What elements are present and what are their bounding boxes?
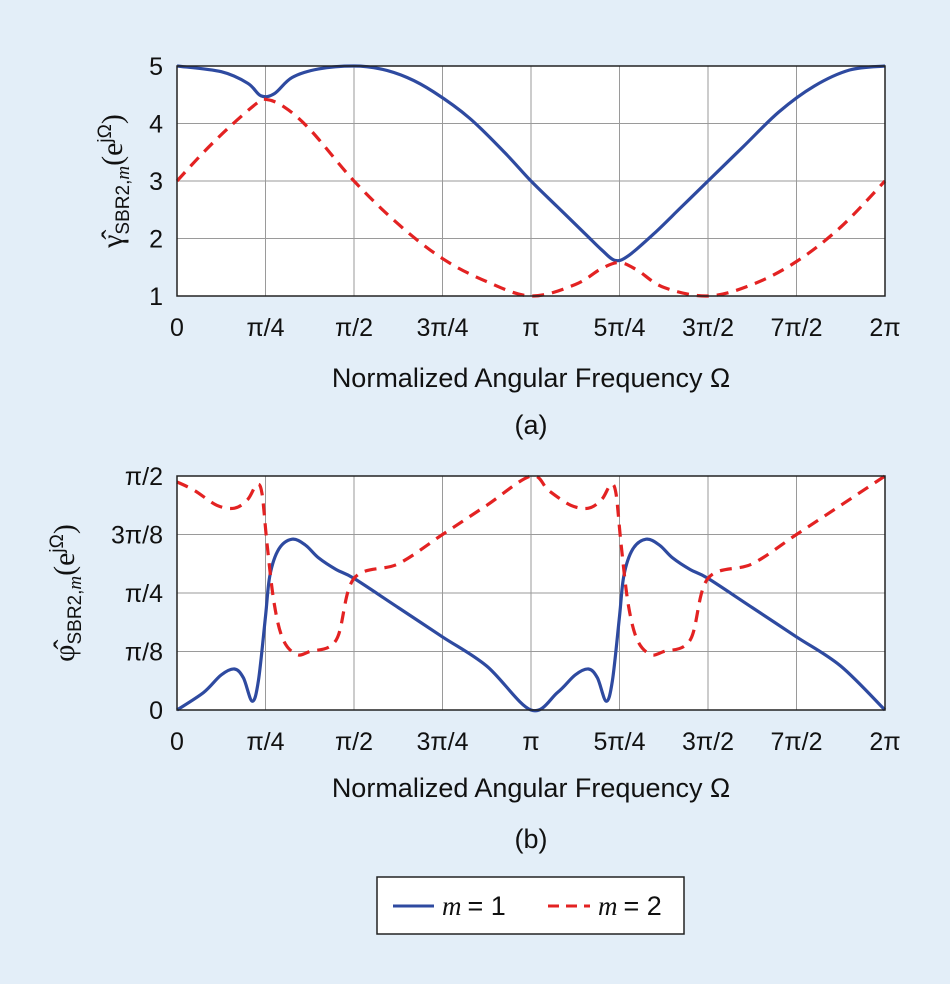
series-line-m1-a xyxy=(176,64,886,263)
plot-frame-b xyxy=(176,475,886,711)
x-tick-label: π xyxy=(522,728,539,756)
grid-b xyxy=(177,476,885,710)
x-tick-label: 5π/4 xyxy=(593,314,645,342)
y-tick-label: 2 xyxy=(149,226,163,254)
series-group-a xyxy=(175,64,887,298)
legend-box xyxy=(376,876,685,935)
y-tick-label: π/2 xyxy=(125,463,163,491)
y-axis-title-a: γ̂SBR2,m(ejΩ) xyxy=(95,114,134,249)
x-tick-label: π/2 xyxy=(335,728,373,756)
chart-panel-b: 0 π/8 π/4 3π/8 π/2 0 π/4 π/2 3π/4 π 5π/4 3π/2 7π/2 2… xyxy=(47,463,901,854)
legend-label-m1: m = 1 xyxy=(442,891,506,921)
y-tick-label: 4 xyxy=(149,111,163,139)
x-axis-title-a: Normalized Angular Frequency Ω xyxy=(332,363,730,393)
x-tick-label: 3π/4 xyxy=(416,314,468,342)
y-symbol-b: φ̂ xyxy=(48,640,81,662)
x-tick-label: π/2 xyxy=(335,314,373,342)
legend-label-m2: m = 2 xyxy=(598,891,662,921)
series-line-m2-b xyxy=(176,474,886,657)
x-tick-label: 3π/2 xyxy=(682,728,734,756)
y-tick-label: 5 xyxy=(149,53,163,81)
y-tick-label: 3 xyxy=(149,168,163,196)
svg-text:γ̂SBR2,m(ejΩ): γ̂SBR2,m(ejΩ) xyxy=(95,114,134,249)
x-tick-label: π/4 xyxy=(246,728,284,756)
plot-frame-a xyxy=(176,65,886,297)
x-tick-label: 7π/2 xyxy=(770,728,822,756)
x-axis-title-b: Normalized Angular Frequency Ω xyxy=(332,773,730,803)
x-tick-label: 0 xyxy=(170,728,184,756)
y-tick-label: π/4 xyxy=(125,580,163,608)
x-tick-label: 7π/2 xyxy=(770,314,822,342)
x-ticks-b: 0 π/4 π/2 3π/4 π 5π/4 3π/2 7π/2 2π xyxy=(170,728,901,756)
x-tick-label: 0 xyxy=(170,314,184,342)
y-tick-label: 0 xyxy=(149,697,163,725)
panel-label-b: (b) xyxy=(515,824,548,854)
y-tick-label: 3π/8 xyxy=(111,522,163,550)
y-tick-label: π/8 xyxy=(125,639,163,667)
x-tick-label: 3π/4 xyxy=(416,728,468,756)
x-tick-label: π/4 xyxy=(246,314,284,342)
svg-text:φ̂SBR2,m(ejΩ): φ̂SBR2,m(ejΩ) xyxy=(47,524,86,662)
x-tick-label: 5π/4 xyxy=(593,728,645,756)
y-axis-title-b: φ̂SBR2,m(ejΩ) xyxy=(47,524,86,662)
x-tick-label: π xyxy=(522,314,539,342)
panel-label-a: (a) xyxy=(515,410,548,440)
y-tick-label: 1 xyxy=(149,283,163,311)
x-tick-label: 3π/2 xyxy=(682,314,734,342)
y-ticks-b: 0 π/8 π/4 3π/8 π/2 xyxy=(111,463,163,725)
y-ticks-a: 1 2 3 4 5 xyxy=(149,53,163,311)
legend: m = 1 m = 2 xyxy=(376,876,685,935)
chart-panel-a: 1 2 3 4 5 0 π/4 π/2 3π/4 π 5π/4 3π/2 7π/2 2π Normali… xyxy=(95,53,901,440)
x-ticks-a: 0 π/4 π/2 3π/4 π 5π/4 3π/2 7π/2 2π xyxy=(170,314,901,342)
x-tick-label: 2π xyxy=(869,728,900,756)
x-tick-label: 2π xyxy=(869,314,900,342)
